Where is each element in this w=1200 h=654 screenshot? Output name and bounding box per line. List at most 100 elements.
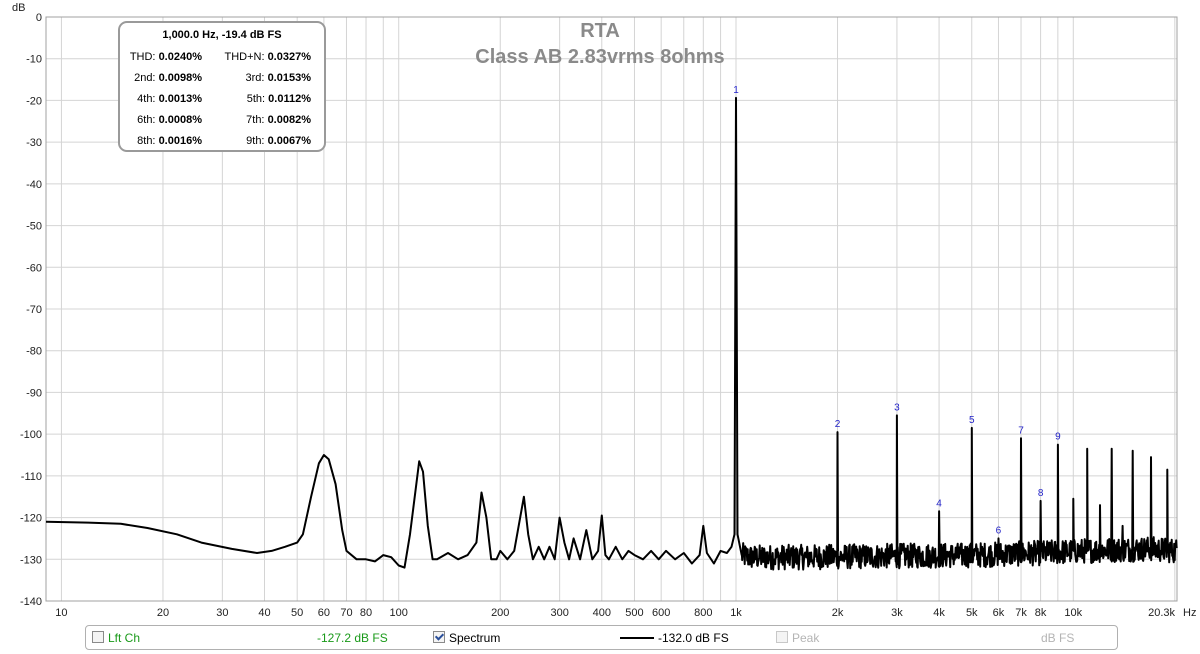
y-tick-label: -120 <box>20 513 42 525</box>
x-tick-label: 4k <box>933 607 945 619</box>
plot-frame <box>45 16 1178 602</box>
left-channel-value: -127.2 dB FS <box>317 631 388 645</box>
thdn-value: 0.0327% <box>267 51 311 63</box>
x-tick-label: 400 <box>593 607 611 619</box>
y-tick-label: -10 <box>26 54 42 66</box>
harmonic-marker-label: 9 <box>1055 432 1061 443</box>
thdn-label: THD+N: <box>224 51 265 63</box>
legend-left-channel[interactable]: Lft Ch <box>92 631 140 645</box>
harmonic-markers: 1 2 3 4 5 6 7 8 9 <box>733 85 1061 537</box>
x-tick-label: 800 <box>694 607 712 619</box>
chart-title: RTA <box>580 20 620 42</box>
y-tick-label: -80 <box>26 346 42 358</box>
x-tick-label: 10k <box>1064 607 1082 619</box>
x-tick-label: 10 <box>55 607 67 619</box>
h4-label: 4th: <box>137 93 156 105</box>
h5-stat: 5th: 0.0112% <box>247 93 311 105</box>
h7-stat: 7th: 0.0082% <box>246 114 311 126</box>
x-tick-label: 2k <box>832 607 844 619</box>
h9-label: 9th: <box>246 135 265 147</box>
y-tick-label: -40 <box>26 179 42 191</box>
h9-stat: 9th: 0.0067% <box>246 135 311 147</box>
x-tick-label: 50 <box>291 607 303 619</box>
legend-spectrum-value-group: -132.0 dB FS <box>620 631 729 645</box>
x-tick-label: 40 <box>258 607 270 619</box>
thd-label: THD: <box>129 51 156 63</box>
h2-label: 2nd: <box>134 72 156 84</box>
peak-label: Peak <box>792 631 820 645</box>
x-tick-label: 300 <box>550 607 568 619</box>
x-axis-label: Hz <box>1183 607 1196 619</box>
y-tick-label: -100 <box>20 429 42 441</box>
distortion-stats-box: 1,000.0 Hz, -19.4 dB FS THD: 0.0240% THD… <box>118 21 326 152</box>
h3-label: 3rd: <box>245 72 265 84</box>
x-tick-label: 3k <box>891 607 903 619</box>
x-tick-label: 600 <box>652 607 670 619</box>
left-channel-label: Lft Ch <box>108 631 141 645</box>
spectrum-value: -132.0 dB FS <box>658 631 729 645</box>
h6-stat: 6th: 0.0008% <box>137 114 202 126</box>
h5-label: 5th: <box>246 93 266 105</box>
spectrum-label: Spectrum <box>449 631 501 645</box>
y-tick-label: -90 <box>26 387 42 399</box>
x-tick-label: 20.3k <box>1148 607 1175 619</box>
h5-value: 0.0112% <box>268 93 311 105</box>
x-tick-label: 100 <box>390 607 408 619</box>
y-tick-label: -60 <box>26 262 42 274</box>
h8-label: 8th: <box>137 135 156 147</box>
legend-peak[interactable]: Peak <box>776 631 819 645</box>
stats-header: 1,000.0 Hz, -19.4 dB FS <box>162 29 282 41</box>
y-axis-ticks: 0 -10 -20 -30 -40 -50 -60 -70 -80 -90 -100 -110 -120… <box>20 12 42 608</box>
x-tick-label: 30 <box>216 607 228 619</box>
y-tick-label: -20 <box>26 95 42 107</box>
y-tick-label: -110 <box>21 471 42 483</box>
left-channel-checkbox[interactable] <box>92 631 104 643</box>
h2-stat: 2nd: 0.0098% <box>134 72 202 84</box>
h4-stat: 4th: 0.0013% <box>137 93 202 105</box>
x-tick-label: 20 <box>157 607 169 619</box>
thd-value: 0.0240% <box>158 51 202 63</box>
chart-subtitle: Class AB 2.83vrms 8ohms <box>475 46 724 68</box>
harmonic-marker-label: 2 <box>835 419 841 430</box>
x-tick-label: 200 <box>491 607 509 619</box>
x-tick-label: 8k <box>1035 607 1047 619</box>
spectrum-checkbox[interactable] <box>433 631 445 643</box>
y-tick-label: -70 <box>26 304 42 316</box>
legend-bar: Lft Ch -127.2 dB FS Spectrum -132.0 dB F… <box>85 625 1118 650</box>
h6-label: 6th: <box>137 114 156 126</box>
harmonic-marker-label: 5 <box>969 415 975 426</box>
y-tick-label: -130 <box>20 554 42 566</box>
h6-value: 0.0008% <box>158 114 202 126</box>
h7-label: 7th: <box>246 114 265 126</box>
x-tick-label: 70 <box>340 607 352 619</box>
x-tick-label: 500 <box>625 607 643 619</box>
harmonic-marker-label: 8 <box>1038 488 1044 499</box>
h8-stat: 8th: 0.0016% <box>137 135 202 147</box>
harmonic-marker-label: 6 <box>996 525 1002 536</box>
x-tick-label: 60 <box>318 607 330 619</box>
h3-stat: 3rd: 0.0153% <box>246 72 311 84</box>
y-tick-label: -50 <box>26 221 42 233</box>
h2-value: 0.0098% <box>158 72 202 84</box>
h4-value: 0.0013% <box>158 93 202 105</box>
x-axis-ticks: 10 20 30 40 50 60 70 80 100 200 300 400 500 600 800 1k 2… <box>55 607 1175 619</box>
thdn-stat: THD+N: 0.0327% <box>224 51 311 63</box>
h8-value: 0.0016% <box>158 135 202 147</box>
x-tick-label: 7k <box>1015 607 1027 619</box>
y-tick-label: 0 <box>36 12 42 24</box>
peak-checkbox[interactable] <box>776 631 788 643</box>
x-tick-label: 5k <box>966 607 978 619</box>
harmonic-marker-label: 7 <box>1018 425 1024 436</box>
x-tick-label: 1k <box>730 607 742 619</box>
x-tick-label: 6k <box>993 607 1005 619</box>
y-tick-label: -140 <box>20 596 42 608</box>
thd-stat: THD: 0.0240% <box>130 51 202 63</box>
spectrum-series-line <box>45 96 1178 571</box>
y-axis-label: dB <box>12 2 25 14</box>
h3-value: 0.0153% <box>267 72 311 84</box>
peak-value: dB FS <box>1041 631 1075 645</box>
harmonic-marker-label: 1 <box>733 85 739 96</box>
h7-value: 0.0082% <box>267 114 311 126</box>
legend-spectrum[interactable]: Spectrum <box>433 631 500 645</box>
harmonic-marker-label: 3 <box>894 402 900 413</box>
